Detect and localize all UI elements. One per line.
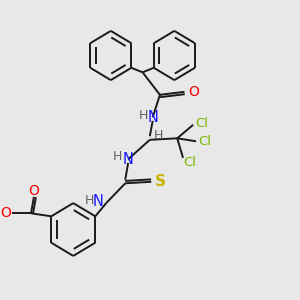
Text: Cl: Cl bbox=[184, 156, 196, 169]
Text: N: N bbox=[92, 194, 103, 209]
Text: H: H bbox=[112, 150, 122, 164]
Text: H: H bbox=[139, 109, 148, 122]
Text: S: S bbox=[155, 174, 166, 189]
Text: Cl: Cl bbox=[195, 117, 208, 130]
Text: N: N bbox=[147, 110, 158, 125]
Text: O: O bbox=[0, 206, 11, 220]
Text: Cl: Cl bbox=[198, 135, 211, 148]
Text: H: H bbox=[85, 194, 94, 207]
Text: O: O bbox=[28, 184, 39, 198]
Text: O: O bbox=[188, 85, 199, 99]
Text: H: H bbox=[154, 129, 163, 142]
Text: N: N bbox=[123, 152, 134, 167]
